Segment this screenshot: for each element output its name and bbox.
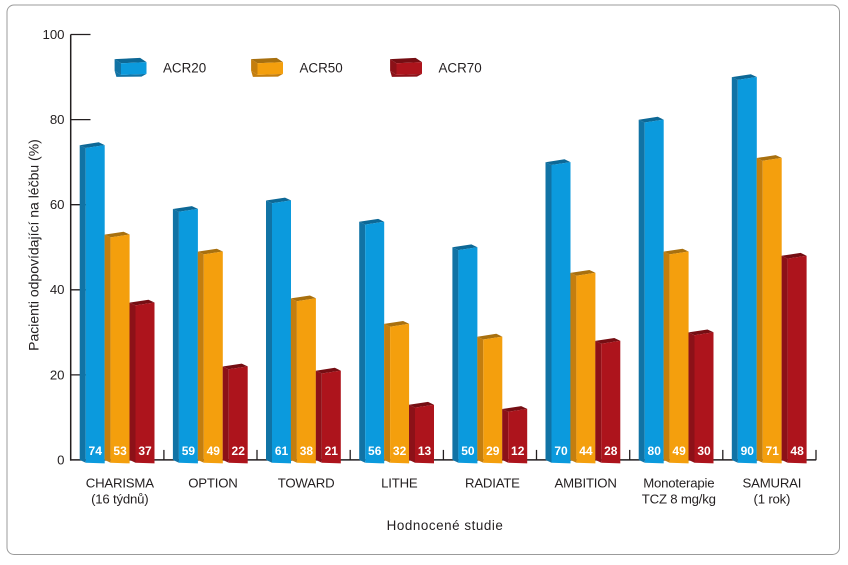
svg-text:29: 29: [486, 444, 500, 458]
svg-text:32: 32: [393, 444, 407, 458]
svg-text:37: 37: [138, 444, 152, 458]
svg-text:80: 80: [648, 444, 662, 458]
svg-text:12: 12: [511, 444, 525, 458]
svg-text:ACR70: ACR70: [439, 61, 482, 76]
svg-text:RADIATE: RADIATE: [465, 476, 520, 491]
svg-text:OPTION: OPTION: [188, 476, 237, 491]
svg-text:59: 59: [182, 444, 196, 458]
svg-text:40: 40: [50, 282, 65, 297]
svg-text:70: 70: [554, 444, 568, 458]
svg-text:Monoterapie: Monoterapie: [643, 476, 714, 491]
svg-text:20: 20: [50, 367, 65, 382]
svg-text:ACR20: ACR20: [163, 61, 206, 76]
svg-text:100: 100: [42, 27, 64, 42]
svg-text:44: 44: [579, 444, 593, 458]
svg-text:AMBITION: AMBITION: [555, 476, 617, 491]
svg-text:49: 49: [207, 444, 221, 458]
svg-text:LITHE: LITHE: [381, 476, 418, 491]
svg-text:60: 60: [50, 197, 65, 212]
svg-text:56: 56: [368, 444, 382, 458]
svg-text:TOWARD: TOWARD: [278, 476, 335, 491]
svg-text:53: 53: [113, 444, 127, 458]
svg-text:28: 28: [604, 444, 618, 458]
svg-text:ACR50: ACR50: [300, 61, 343, 76]
svg-text:22: 22: [232, 444, 246, 458]
svg-text:71: 71: [766, 444, 780, 458]
svg-text:Pacienti odpovídající na léčbu: Pacienti odpovídající na léčbu (%): [26, 139, 42, 351]
svg-text:SAMURAI: SAMURAI: [743, 476, 802, 491]
svg-text:Hodnocené studie: Hodnocené studie: [387, 518, 504, 533]
svg-text:90: 90: [741, 444, 755, 458]
svg-text:74: 74: [89, 444, 103, 458]
svg-text:48: 48: [790, 444, 804, 458]
svg-text:0: 0: [57, 452, 64, 467]
svg-text:38: 38: [300, 444, 314, 458]
svg-text:(1 rok): (1 rok): [754, 492, 791, 507]
svg-text:61: 61: [275, 444, 289, 458]
svg-text:50: 50: [461, 444, 475, 458]
svg-text:21: 21: [325, 444, 339, 458]
svg-text:30: 30: [697, 444, 711, 458]
svg-text:TCZ 8 mg/kg: TCZ 8 mg/kg: [642, 492, 716, 507]
svg-text:49: 49: [672, 444, 686, 458]
svg-text:(16 týdnů): (16 týdnů): [91, 492, 148, 507]
svg-text:13: 13: [418, 444, 432, 458]
svg-text:CHARISMA: CHARISMA: [86, 476, 154, 491]
svg-text:80: 80: [50, 112, 65, 127]
